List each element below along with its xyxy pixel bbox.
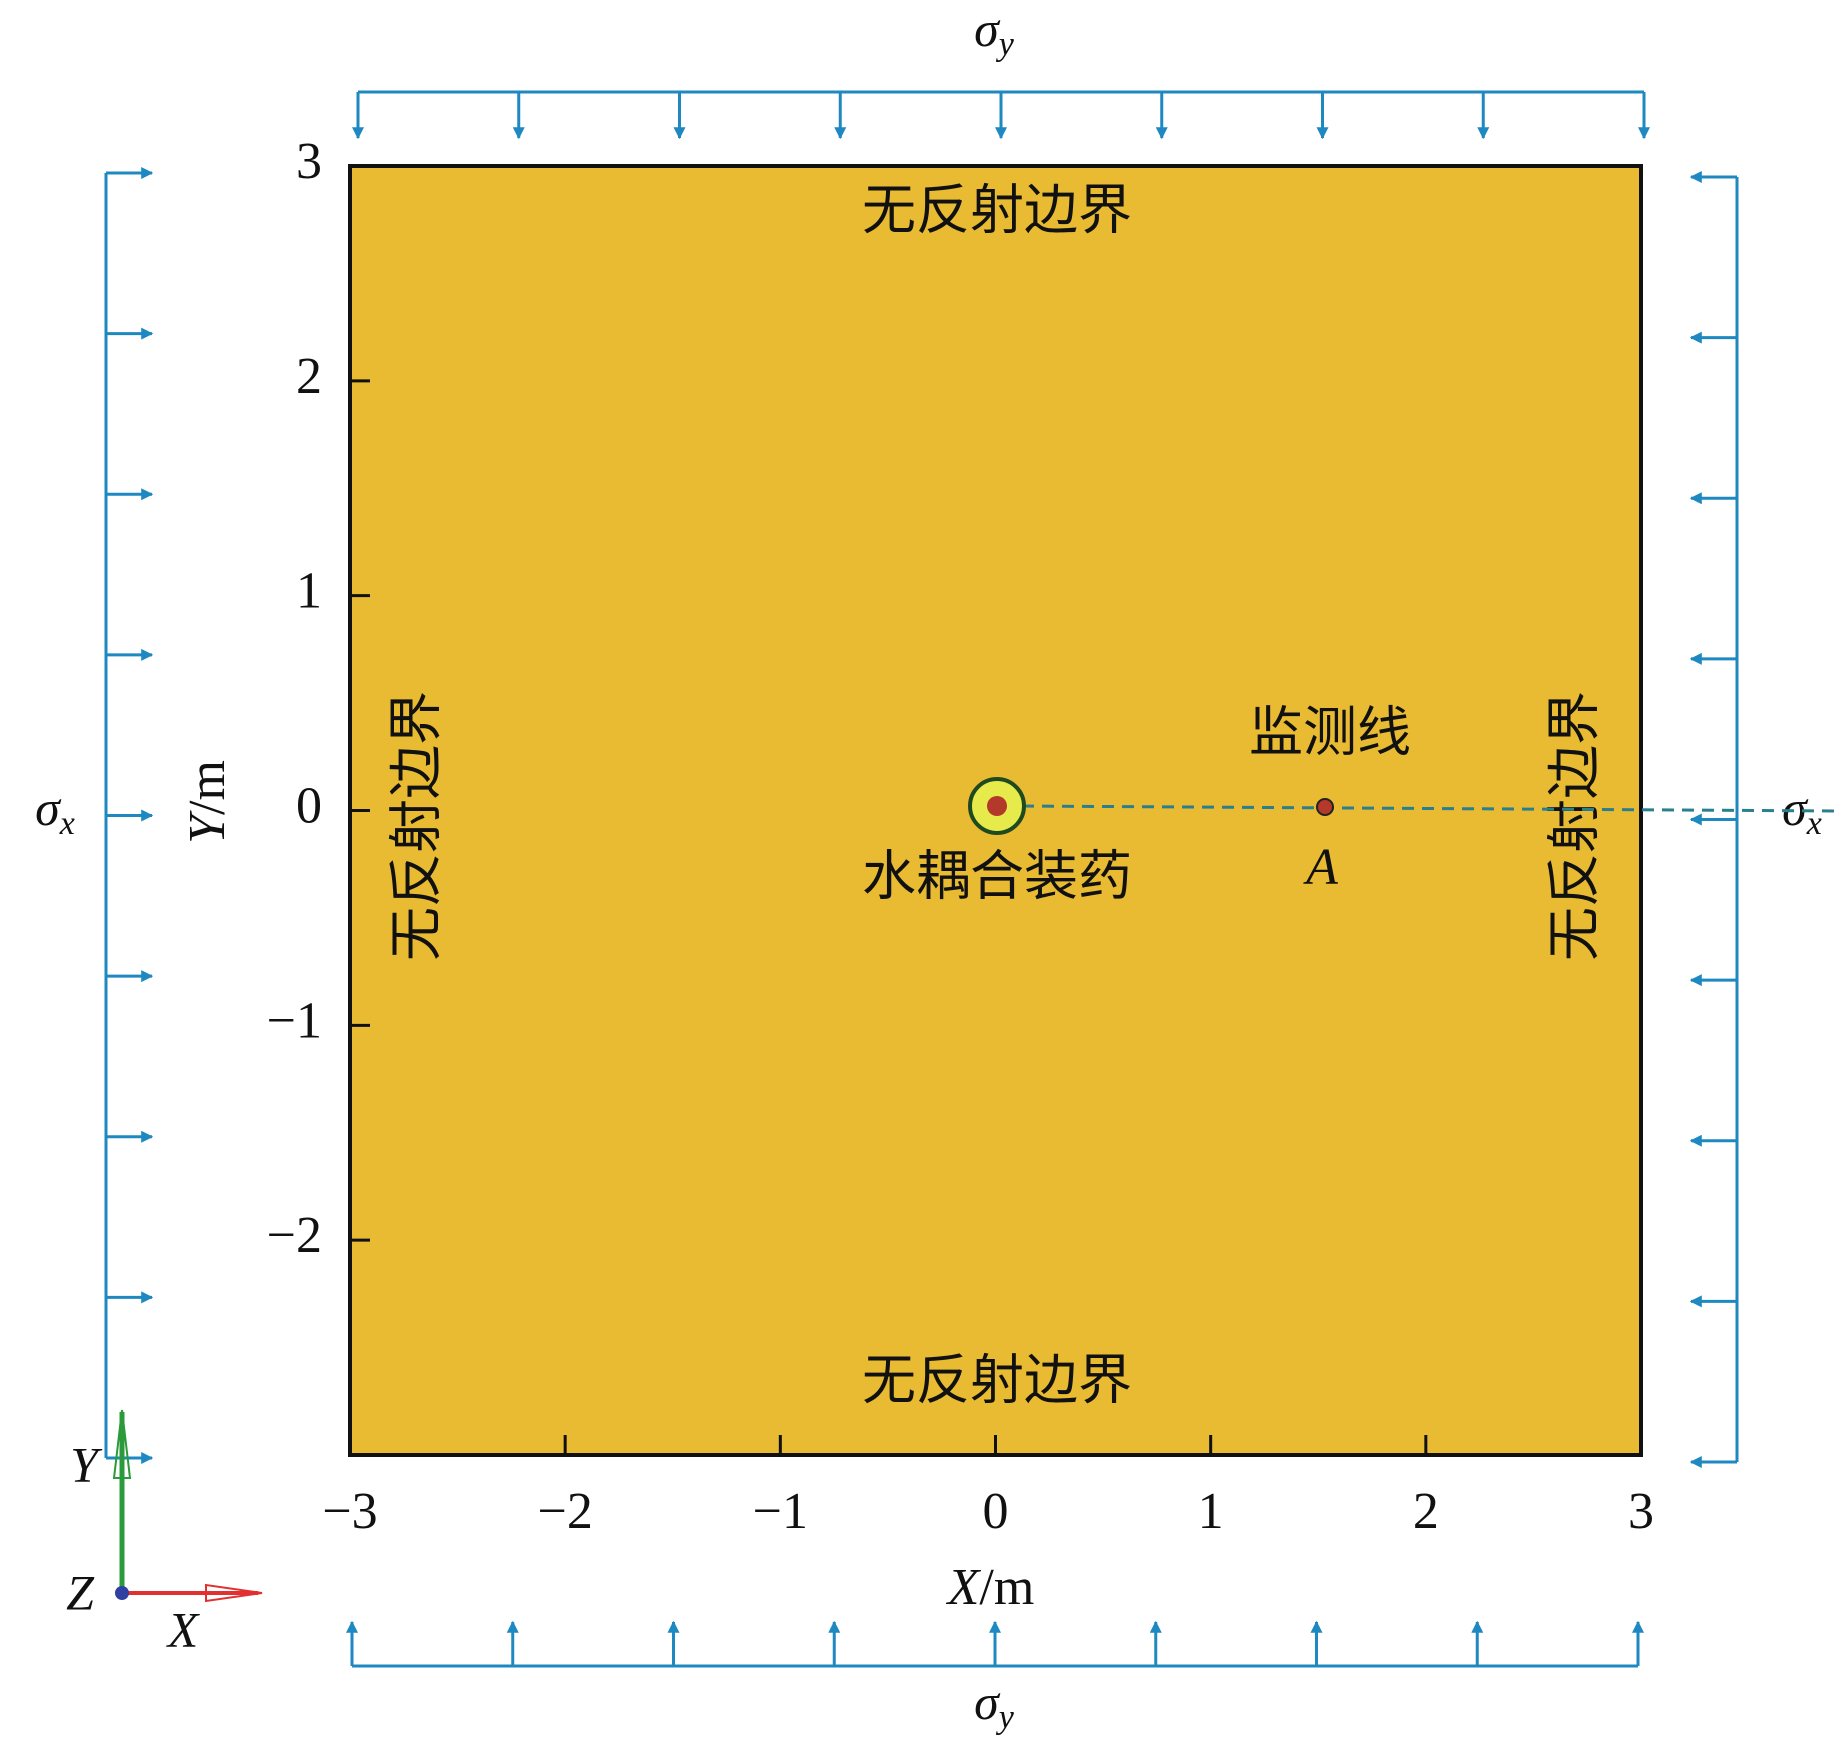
- axis-unit: /m: [979, 1559, 1034, 1616]
- x-axis-label: X/m: [946, 1559, 1035, 1616]
- y-tick-label: 3: [296, 133, 322, 190]
- x-tick-label: 3: [1628, 1483, 1654, 1540]
- x-tick-label: −2: [538, 1483, 593, 1540]
- axis-unit: /m: [179, 760, 236, 815]
- load-subscript: x: [59, 805, 75, 842]
- boundary-label: 无反射边界: [862, 179, 1132, 242]
- point-label: A: [1303, 839, 1338, 896]
- x-tick-label: 1: [1198, 1483, 1224, 1540]
- load-subscript: x: [1806, 805, 1822, 842]
- x-tick-label: 2: [1413, 1483, 1439, 1540]
- load-label: σy: [974, 1674, 1015, 1735]
- triad-label: Z: [66, 1564, 95, 1620]
- x-tick-label: −3: [322, 1483, 377, 1540]
- y-axis-label: Y/m: [179, 760, 236, 844]
- axis-var: X: [946, 1559, 982, 1616]
- monitor-line-label: 监测线: [1249, 701, 1411, 764]
- triad-y-arrow: [112, 1409, 132, 1479]
- load-symbol: σ: [35, 780, 62, 836]
- boundary-label: 无反射边界: [385, 691, 448, 961]
- monitor-point: [1316, 798, 1334, 816]
- axes: −3 −2 −1 0 1 2 3 −2 −1 0 1 2 3: [267, 133, 1654, 1540]
- monitor-line: [1021, 804, 1841, 813]
- load-symbol: σ: [974, 1, 1001, 57]
- x-tick-label: −1: [753, 1483, 808, 1540]
- x-tick-label: 0: [983, 1483, 1009, 1540]
- coordinate-triad: Y Z X: [66, 1409, 263, 1657]
- charge-label: 水耦合装药: [862, 845, 1132, 908]
- load-label: σx: [35, 780, 75, 841]
- boundary-label: 无反射边界: [862, 1349, 1132, 1412]
- load-symbol: σ: [974, 1674, 1001, 1730]
- y-tick-label: 2: [296, 348, 322, 405]
- triad-label: Y: [70, 1436, 103, 1492]
- axis-var: Y: [179, 810, 236, 844]
- load-subscript: y: [996, 26, 1015, 63]
- load-label: σx: [1782, 780, 1822, 841]
- y-tick-label: −1: [267, 992, 322, 1049]
- load-subscript: y: [996, 1699, 1015, 1736]
- load-label: σy: [974, 1, 1015, 62]
- triad-x-arrow: [205, 1583, 263, 1603]
- load-symbol: σ: [1782, 780, 1809, 836]
- y-tick-label: 1: [296, 563, 322, 620]
- triad-label: X: [166, 1601, 201, 1657]
- triad-z-axis: [115, 1586, 129, 1600]
- boundary-label: 无反射边界: [1543, 691, 1606, 961]
- y-tick-label: 0: [296, 777, 322, 834]
- y-tick-label: −2: [267, 1207, 322, 1264]
- charge-core: [987, 796, 1007, 816]
